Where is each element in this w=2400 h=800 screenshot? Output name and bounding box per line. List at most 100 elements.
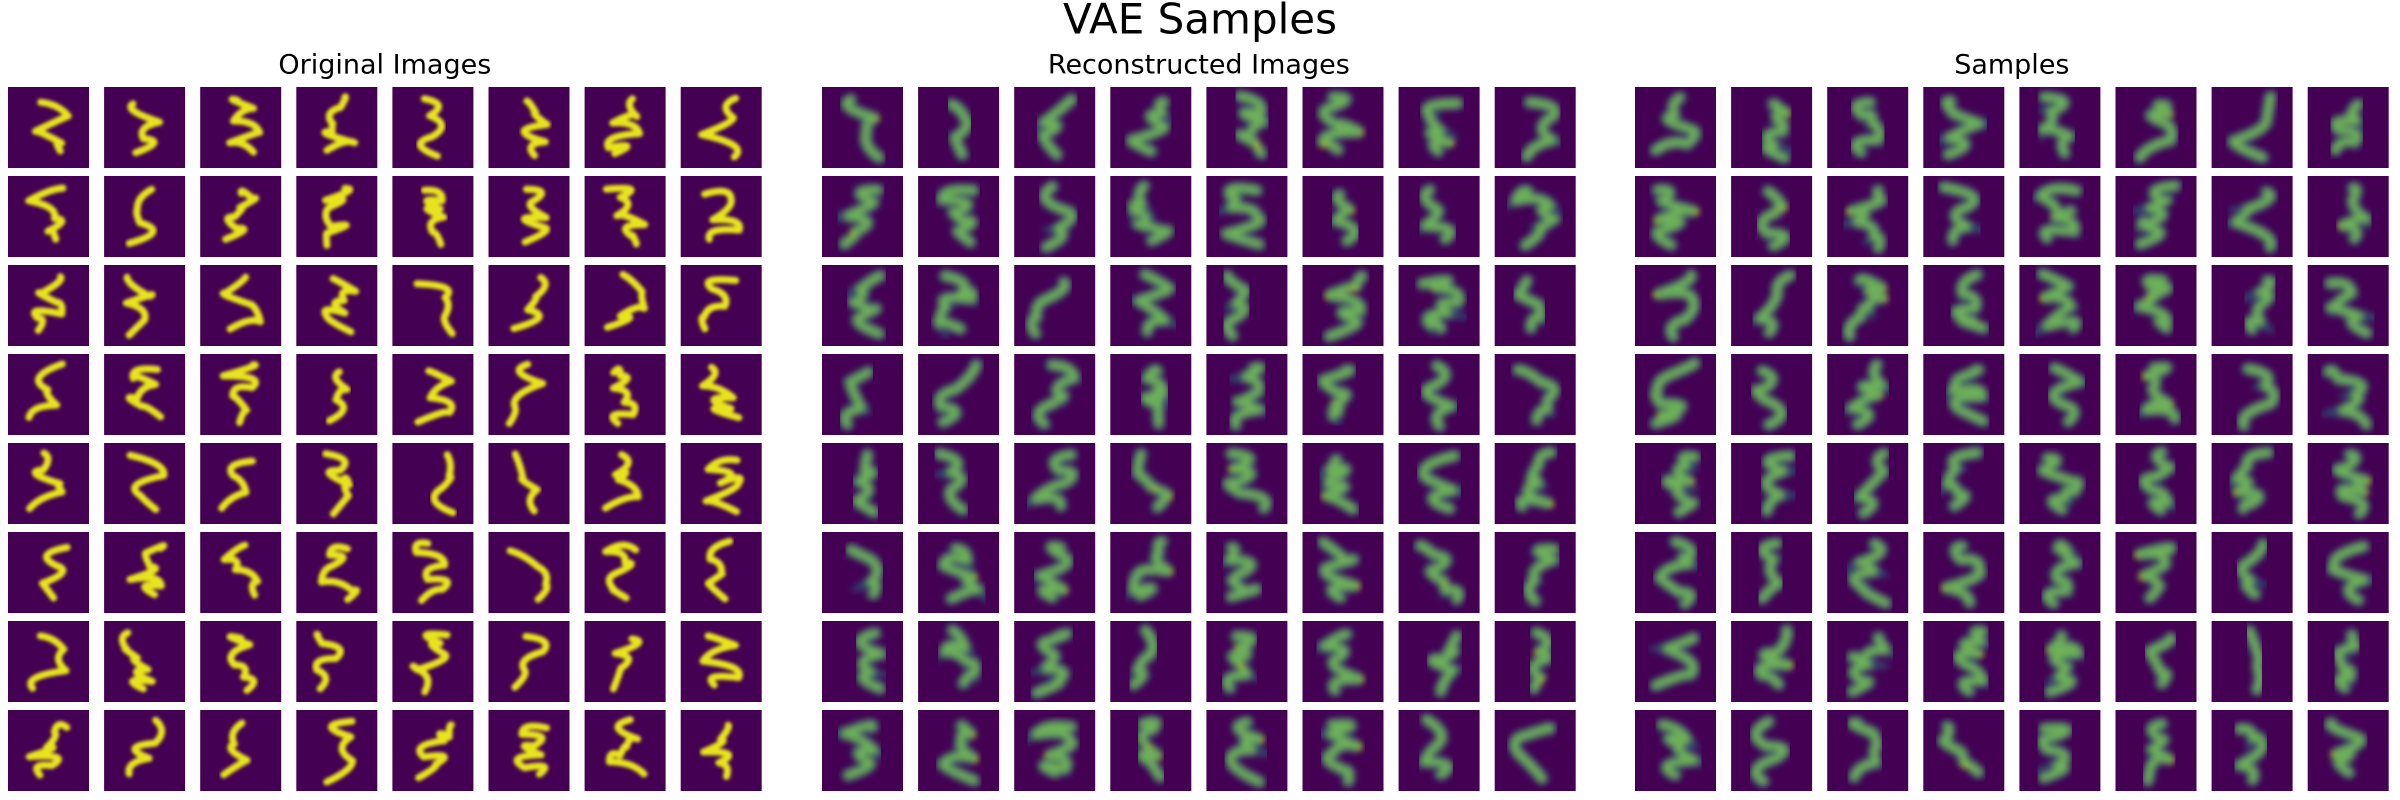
tile-background (2211, 532, 2293, 613)
image-tile (1110, 176, 1192, 257)
digit-halo (2323, 275, 2386, 340)
image-tile (2115, 710, 2197, 791)
digit-halo (1014, 447, 1080, 513)
digit-halo (1017, 539, 1075, 605)
digit-stroke (322, 450, 353, 518)
image-tile (820, 176, 903, 257)
digit-halo (1848, 95, 1887, 159)
digit-halo (821, 718, 892, 783)
image-tile (200, 265, 282, 346)
digit-halo (2234, 537, 2271, 602)
digit-halo (1936, 719, 1986, 780)
digit-stroke (604, 95, 644, 157)
image-tile (2019, 176, 2101, 257)
digit-halo (839, 92, 886, 165)
image-tile (918, 87, 1000, 168)
tile-background (392, 532, 474, 613)
digit-halo (2024, 267, 2084, 339)
digit-stroke (127, 100, 163, 157)
image-tile (1731, 354, 1813, 435)
image-tile (1827, 621, 1909, 702)
digit-halo (1845, 630, 1903, 699)
digit-halo (1941, 362, 1991, 428)
image-tile (584, 87, 666, 168)
tile-background (1014, 265, 1096, 346)
digit-stroke (325, 368, 351, 425)
digit-halo (2046, 361, 2098, 429)
image-tile (200, 532, 282, 613)
image-tile (680, 87, 762, 168)
digit-stroke (409, 630, 451, 696)
image-tile (680, 710, 762, 791)
digit-stroke (602, 184, 649, 248)
digit-stroke (511, 450, 541, 515)
image-tile (2019, 443, 2101, 524)
digit-halo (1031, 357, 1084, 431)
digit-halo (1415, 273, 1473, 337)
panel-title: Samples (1954, 50, 2069, 81)
image-tile (1398, 265, 1480, 346)
tile-background (392, 443, 474, 524)
digit-stroke (698, 94, 742, 161)
digit-halo (1951, 624, 2003, 699)
image-tile (918, 176, 1000, 257)
digit-halo (2136, 540, 2179, 605)
image-tile (584, 710, 666, 791)
image-tile (1110, 532, 1192, 613)
image-tile (2307, 176, 2389, 257)
image-tile (1206, 443, 1288, 524)
digit-halo (2220, 185, 2278, 255)
image-tile (680, 621, 762, 702)
digit-halo (1759, 448, 1806, 518)
digit-halo (1511, 273, 1549, 336)
image-tile (1302, 87, 1384, 168)
digit-halo (1845, 716, 1886, 785)
digit-stroke (218, 457, 256, 512)
image-tile (1014, 621, 1096, 702)
image-tile (296, 532, 378, 613)
digit-halo (2141, 716, 2174, 788)
digit-stroke (126, 542, 168, 599)
figure-title: VAE Samples (1063, 0, 1337, 44)
digit-stroke (25, 184, 67, 243)
digit-halo (1018, 718, 1080, 780)
digit-halo (2043, 628, 2089, 699)
digit-halo (1926, 94, 2005, 162)
digit-stroke (38, 543, 71, 602)
image-tile (8, 176, 89, 257)
digit-halo (1519, 95, 1573, 164)
image-tile (2307, 354, 2389, 435)
digit-halo (930, 446, 970, 517)
digit-stroke (25, 360, 66, 421)
digit-stroke (31, 98, 72, 155)
digit-stroke (312, 630, 344, 693)
image-tile (392, 265, 474, 346)
digit-halo (1648, 90, 1703, 158)
digit-halo (2138, 631, 2179, 691)
image-tile (1206, 354, 1288, 435)
image-tile (1110, 621, 1192, 702)
digit-halo (1648, 356, 1702, 431)
digit-halo (1649, 182, 1698, 252)
image-tile (680, 354, 762, 435)
image-tile (8, 621, 89, 702)
image-tile (1494, 354, 1576, 435)
digit-stroke (513, 722, 550, 778)
image-tile (1731, 265, 1813, 346)
image-tile (680, 443, 762, 524)
digit-halo (1749, 364, 1789, 432)
digit-halo (1419, 96, 1465, 159)
digit-halo (1126, 623, 1160, 692)
image-tile (1398, 176, 1480, 257)
digit-halo (1651, 534, 1704, 611)
digit-stroke (219, 361, 260, 426)
digit-halo (1125, 534, 1174, 603)
image-tile (104, 354, 186, 435)
image-tile (1206, 87, 1289, 168)
digit-halo (2030, 721, 2074, 785)
image-tile (8, 265, 89, 346)
digit-stroke (511, 632, 550, 691)
image-tile (584, 443, 666, 524)
image-tile (822, 443, 903, 524)
digit-halo (932, 357, 984, 430)
